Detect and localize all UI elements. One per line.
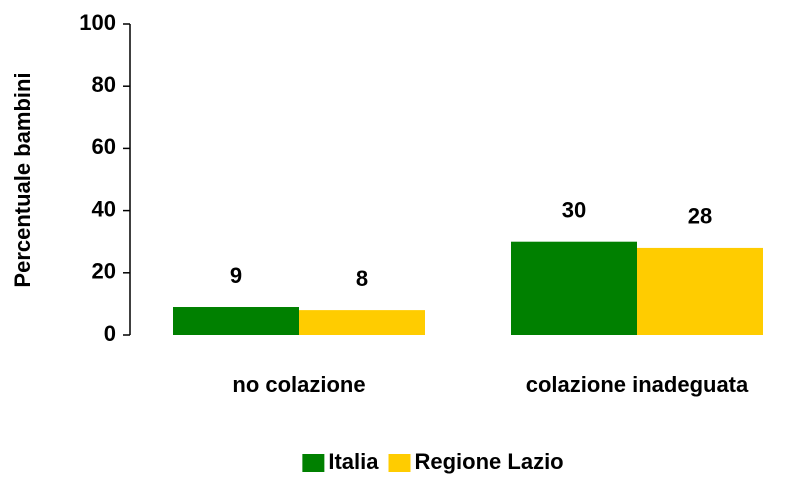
y-tick-label: 80	[92, 72, 116, 97]
x-tick-label: colazione inadeguata	[526, 372, 749, 397]
legend-item: Regione Lazio	[388, 449, 564, 474]
bar	[299, 310, 425, 335]
legend-swatch	[388, 454, 411, 472]
y-tick-label: 40	[92, 196, 116, 221]
y-tick-label: 60	[92, 134, 116, 159]
data-label: 8	[356, 266, 368, 291]
x-tick-label: no colazione	[232, 372, 365, 397]
legend-swatch	[302, 454, 325, 472]
y-tick-label: 100	[79, 10, 116, 35]
legend-label: Italia	[328, 449, 379, 474]
data-label: 9	[230, 263, 242, 288]
y-tick-label: 0	[104, 321, 116, 346]
bar	[173, 307, 299, 335]
bar	[637, 247, 763, 335]
legend-item: Italia	[302, 449, 379, 474]
data-label: 28	[688, 204, 712, 229]
y-axis-label: Percentuale bambini	[10, 72, 35, 287]
legend-label: Regione Lazio	[415, 449, 564, 474]
y-tick-label: 20	[92, 259, 116, 284]
bar	[511, 241, 637, 335]
data-label: 30	[562, 198, 586, 223]
